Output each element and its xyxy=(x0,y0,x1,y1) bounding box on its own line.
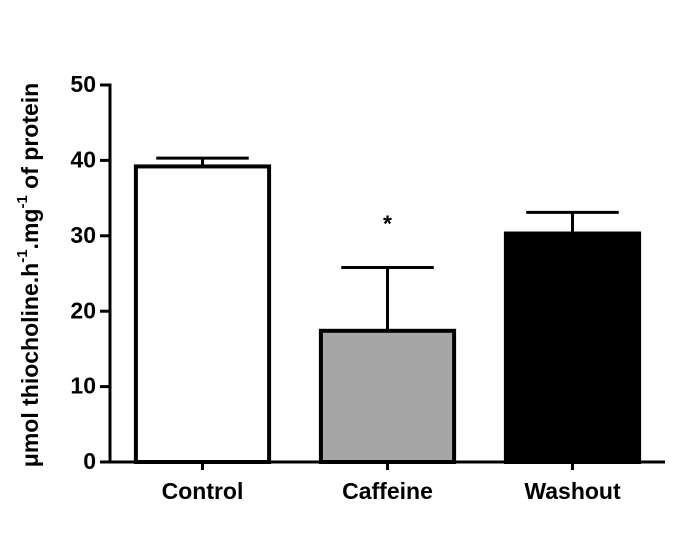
y-tick-label: 50 xyxy=(70,71,96,97)
y-tick-label: 10 xyxy=(70,373,96,399)
bar xyxy=(318,328,457,464)
y-tick-label: 40 xyxy=(70,146,96,172)
y-tick-label: 20 xyxy=(70,297,96,323)
bar xyxy=(133,164,272,464)
label-text: of protein xyxy=(17,83,43,195)
x-tick-label: Control xyxy=(162,478,244,504)
superscript: -1 xyxy=(14,249,31,262)
annotation: * xyxy=(383,211,392,237)
y-axis-label: μmol thiocholine.h-1.mg-1 of protein xyxy=(14,83,43,467)
label-text: μmol thiocholine.h xyxy=(17,263,43,467)
x-tick-label: Caffeine xyxy=(342,478,433,504)
superscript: -1 xyxy=(14,195,31,208)
label-text: .mg xyxy=(17,209,43,250)
bar xyxy=(503,231,642,464)
y-tick-label: 0 xyxy=(83,448,96,474)
x-tick-label: Washout xyxy=(524,478,621,504)
y-tick-label: 30 xyxy=(70,222,96,248)
